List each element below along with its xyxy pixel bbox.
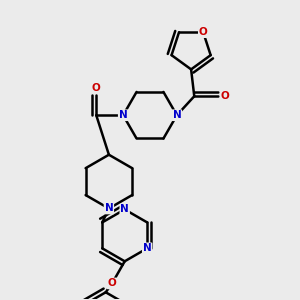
Text: O: O — [199, 27, 208, 37]
Text: O: O — [220, 91, 229, 101]
Text: N: N — [120, 204, 129, 214]
Text: O: O — [92, 83, 100, 93]
Text: N: N — [143, 243, 152, 253]
Text: N: N — [119, 110, 128, 120]
Text: N: N — [104, 203, 113, 214]
Text: N: N — [172, 110, 181, 120]
Text: O: O — [108, 278, 116, 288]
